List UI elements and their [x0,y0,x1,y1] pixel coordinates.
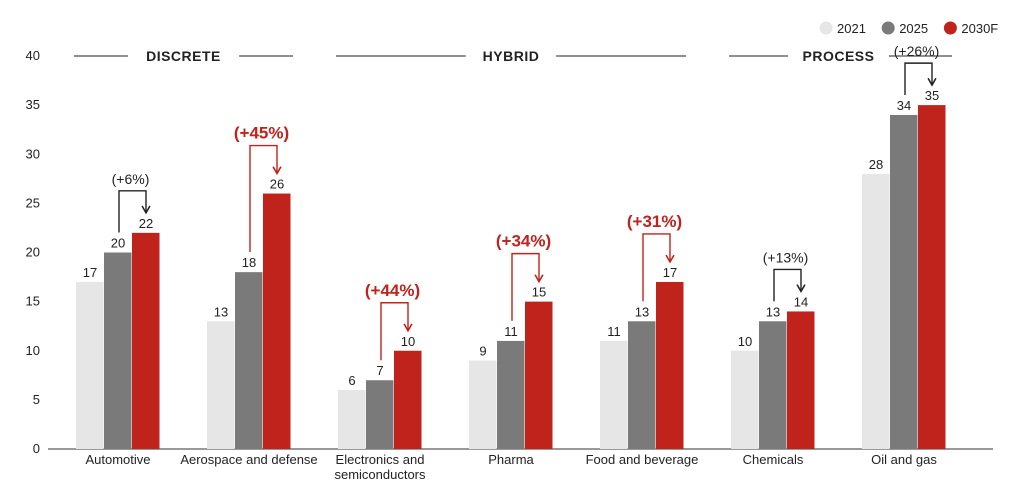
bar-value-label: 13 [635,304,649,319]
bar-value-label: 10 [738,334,752,349]
bar [918,105,946,449]
bar [787,311,815,449]
bar-value-label: 22 [139,216,153,231]
y-tick-label: 15 [26,294,40,309]
category-label: Aerospace and defense [180,452,317,467]
bar-value-label: 13 [766,304,780,319]
bar-value-label: 7 [376,363,383,378]
bar [394,350,422,449]
legend-label: 2021 [837,21,866,36]
bar [497,340,525,449]
growth-annotation: (+44%) [365,281,420,300]
bar-value-label: 26 [270,177,284,192]
bar [338,390,366,449]
growth-arrow [380,302,413,361]
bar-value-label: 11 [607,324,621,339]
group-header: PROCESS [803,48,875,64]
group-header: DISCRETE [146,48,221,64]
growth-arrow [904,62,937,95]
y-tick-label: 40 [26,48,40,63]
bar [600,340,628,449]
bar [628,321,656,449]
category-label: Oil and gas [871,452,937,467]
y-tick-label: 0 [33,441,40,456]
bar-value-label: 28 [869,157,883,172]
growth-arrow [249,144,282,253]
bar-value-label: 15 [532,285,546,300]
y-tick-label: 25 [26,195,40,210]
legend-label: 2025 [899,21,928,36]
bar [104,252,132,449]
bar [862,173,890,449]
growth-annotation: (+13%) [763,249,809,265]
category-label: Pharma [488,452,534,467]
bar [132,232,160,449]
y-tick-label: 10 [26,343,40,358]
growth-annotation: (+34%) [496,232,551,251]
bar [731,350,759,449]
bar-value-label: 6 [348,373,355,388]
bar-value-label: 13 [214,304,228,319]
category-label: Electronics and [336,452,425,467]
category-label: Automotive [85,452,150,467]
bar [235,272,263,449]
bar [525,301,553,449]
growth-annotation: (+26%) [894,43,940,59]
growth-annotation: (+6%) [112,171,150,187]
legend-swatch [881,21,895,35]
bar [656,281,684,449]
category-label: semiconductors [334,467,426,482]
bar [207,321,235,449]
bar-value-label: 10 [401,334,415,349]
category-label: Chemicals [743,452,804,467]
category-label: Food and beverage [586,452,699,467]
bar-value-label: 14 [794,294,808,309]
bar-value-label: 34 [897,98,911,113]
bar-value-label: 20 [111,236,125,251]
growth-arrow [642,233,675,302]
bar-value-label: 17 [663,265,677,280]
bar [890,114,918,449]
bar-value-label: 9 [479,344,486,359]
bar [263,193,291,449]
growth-annotation: (+45%) [234,124,289,143]
legend-swatch [943,21,957,35]
legend-swatch [819,21,833,35]
growth-arrow [511,252,544,321]
bar [366,380,394,449]
legend-label: 2030F [961,21,998,36]
bar [759,321,787,449]
group-header: HYBRID [483,48,540,64]
bar-value-label: 17 [83,265,97,280]
bar-value-label: 18 [242,255,256,270]
bar [76,281,104,449]
growth-annotation: (+31%) [627,212,682,231]
bar [469,360,497,449]
y-tick-label: 30 [26,146,40,161]
bar-value-label: 35 [925,88,939,103]
y-tick-label: 5 [33,392,40,407]
growth-arrow [773,268,806,302]
bar-value-label: 11 [504,324,518,339]
growth-arrow [118,190,151,233]
y-tick-label: 35 [26,97,40,112]
y-tick-label: 20 [26,245,40,260]
